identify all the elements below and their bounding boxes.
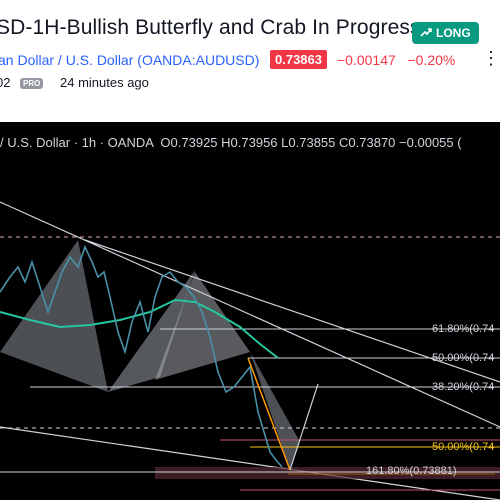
idea-header: SD-1H-Bullish Butterfly and Crab In Prog…: [0, 0, 500, 122]
fib-label-500-yellow: 50.00%(0.74: [432, 441, 495, 453]
long-badge-label: LONG: [436, 26, 471, 40]
fib-label-500: 50.00%(0.74: [432, 352, 495, 364]
legend-broker: OANDA: [107, 135, 154, 150]
chart-drawing: [0, 201, 500, 500]
legend-open: O0.73925: [160, 135, 218, 150]
chart-legend: / U.S. Dollar · 1h · OANDA O0.73925 H0.7…: [0, 135, 462, 150]
pattern-triangle-xab: [0, 240, 108, 392]
pattern-triangle-bcd: [155, 272, 250, 380]
projection-leg-orange: [247, 357, 291, 471]
moving-average-line: [0, 298, 279, 359]
fib-label-1618: 161.80%(0.73881): [366, 465, 457, 477]
trend-up-icon: [420, 26, 432, 40]
legend-low: L0.73855: [281, 135, 336, 150]
change-percent: −0.20%: [407, 52, 456, 68]
projection-leg-up: [289, 383, 319, 471]
chart-canvas[interactable]: / U.S. Dollar · 1h · OANDA O0.73925 H0.7…: [0, 122, 500, 500]
long-badge[interactable]: LONG: [412, 22, 479, 44]
change-value: −0.00147: [337, 52, 396, 68]
symbol-name[interactable]: an Dollar / U.S. Dollar: [0, 52, 134, 68]
author-name[interactable]: 02: [0, 75, 11, 90]
legend-pair: / U.S. Dollar: [0, 135, 71, 150]
symbol-code[interactable]: (OANDA:AUDUSD): [137, 52, 260, 68]
legend-change: −0.00055 (: [399, 135, 462, 150]
legend-close: C0.73870: [339, 135, 396, 150]
price-series: [0, 244, 283, 468]
idea-title: SD-1H-Bullish Butterfly and Crab In Prog…: [0, 16, 421, 39]
legend-high: H0.73956: [221, 135, 278, 150]
more-icon[interactable]: ⋮: [482, 48, 500, 68]
fib-label-618: 61.80%(0.74: [432, 323, 495, 335]
fib-label-382: 38.20%(0.74: [432, 381, 495, 393]
trendline-lower: [0, 426, 500, 500]
target-zone: [155, 467, 500, 479]
trendline-upper: [0, 201, 500, 428]
last-price: 0.73863: [270, 50, 327, 69]
legend-interval: 1h: [81, 135, 97, 150]
published-time: 24 minutes ago: [60, 75, 149, 90]
symbol-link[interactable]: an Dollar / U.S. Dollar (OANDA:AUDUSD): [0, 52, 259, 68]
pro-badge: PRO: [20, 78, 44, 89]
price-change: −0.00147 −0.20%: [337, 52, 455, 68]
